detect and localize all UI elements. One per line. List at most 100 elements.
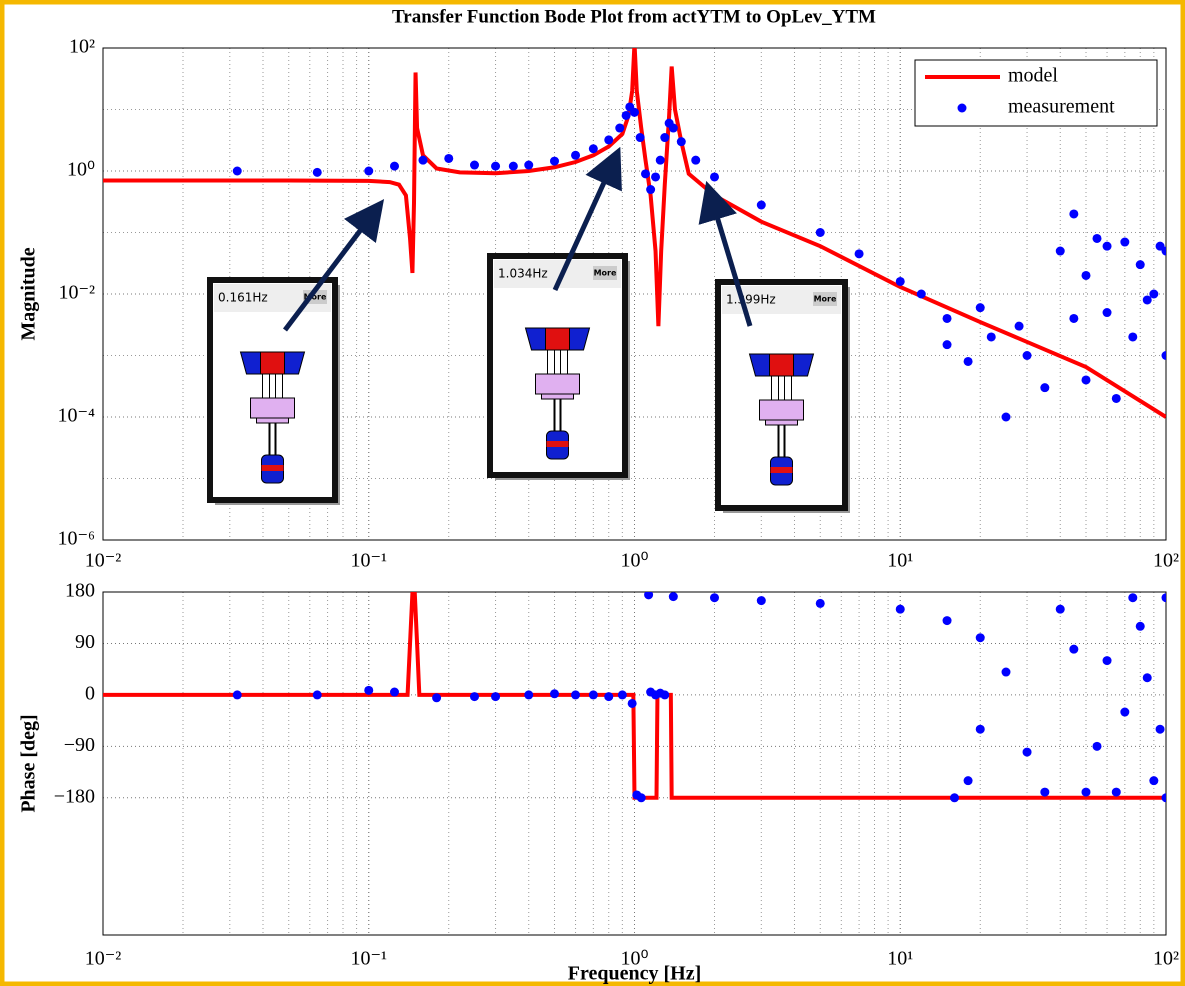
measurement-point	[571, 150, 581, 160]
more-button[interactable]	[813, 292, 837, 306]
measurement-point	[975, 633, 985, 643]
measurement-point	[635, 133, 645, 143]
measurement-point	[491, 692, 501, 702]
y-tick-label: 10⁰	[67, 159, 95, 181]
measurement-point	[312, 167, 322, 177]
measurement-point	[986, 332, 996, 342]
measurement-point	[660, 133, 670, 143]
measurement-point	[1161, 593, 1166, 603]
measurement-point	[364, 685, 374, 695]
pendulum-band	[261, 465, 284, 471]
measurement-point	[1111, 393, 1121, 403]
measurement-point	[1120, 237, 1130, 247]
axes-frame	[102, 591, 1167, 936]
measurement-point	[390, 161, 400, 171]
measurement-point	[949, 793, 959, 803]
measurement-point	[1155, 724, 1165, 734]
y-tick-label: 90	[75, 631, 95, 653]
measurement-point	[942, 616, 952, 626]
x-tick-label: 10⁰	[620, 948, 648, 970]
pendulum-mass	[250, 397, 295, 419]
y-tick-label: 180	[65, 580, 95, 602]
measurement-point	[1081, 270, 1091, 280]
measurement-point	[232, 166, 242, 176]
x-tick-label: 10⁻¹	[350, 550, 387, 572]
measurement-point	[630, 107, 639, 117]
measurement-point	[1069, 644, 1079, 654]
annotation-arrow	[698, 180, 753, 327]
measurement-point	[1102, 308, 1112, 318]
x-tick-label: 10⁻²	[85, 550, 122, 572]
x-tick-label: 10¹	[887, 550, 913, 572]
measurement-point	[1111, 787, 1121, 797]
series-group	[103, 592, 1166, 803]
measurement-point	[1014, 321, 1024, 331]
measurement-point	[1142, 295, 1152, 305]
measurement-point	[1149, 776, 1159, 786]
measurement-point	[1161, 351, 1166, 360]
pendulum-mass	[759, 399, 804, 421]
measurement-point	[627, 698, 637, 708]
measurement-point	[668, 592, 678, 602]
y-axis-label: Phase [deg]	[18, 714, 40, 812]
measurement-point	[942, 313, 952, 323]
measurement-point	[895, 604, 905, 614]
measurement-point	[604, 135, 614, 145]
measurement-point	[1128, 332, 1138, 342]
more-button-label: More	[594, 269, 617, 278]
measurement-point	[756, 200, 766, 210]
x-tick-label: 10⁻²	[85, 948, 122, 970]
pendulum-top-stripe	[769, 353, 794, 377]
measurement-point	[655, 155, 665, 165]
measurement-point	[676, 137, 686, 147]
measurement-point	[491, 161, 501, 171]
measurement-point	[571, 690, 581, 700]
inset-label: 1.399Hz	[726, 293, 776, 307]
measurement-point	[617, 690, 627, 700]
measurement-point	[444, 153, 454, 163]
measurement-point	[588, 144, 598, 154]
measurement-point	[641, 169, 651, 179]
measurement-point	[1069, 209, 1079, 219]
measurement-point	[975, 303, 985, 313]
measurement-point	[1069, 313, 1079, 323]
legend-box	[914, 59, 1158, 127]
measurement-point	[668, 123, 678, 133]
legend-swatch	[957, 103, 967, 113]
measurement-point	[1102, 241, 1112, 251]
y-axis-label: Magnitude	[18, 247, 40, 340]
measurement-point	[604, 692, 614, 702]
measurement-point	[1055, 604, 1065, 614]
measurement-point	[1040, 787, 1050, 797]
x-tick-label: 10⁰	[620, 550, 648, 572]
x-tick-label: 10²	[1153, 550, 1179, 572]
y-tick-label: 10⁻⁶	[57, 528, 95, 550]
measurement-point	[1001, 412, 1011, 422]
measurement-point	[975, 724, 985, 734]
legend-label: measurement	[1008, 96, 1115, 118]
measurement-point	[588, 690, 598, 700]
measurement-point	[815, 598, 825, 608]
measurement-point	[1135, 260, 1145, 270]
pendulum-band	[770, 467, 793, 473]
measurement-point	[1001, 667, 1011, 677]
measurement-point	[1135, 621, 1145, 631]
measurement-point	[1081, 787, 1091, 797]
measurement-point	[470, 692, 480, 702]
annotation-arrow	[283, 199, 385, 332]
measurement-point	[470, 160, 480, 170]
measurement-point	[651, 172, 661, 182]
measurement-point	[854, 249, 864, 259]
measurement-point	[1128, 593, 1138, 603]
pendulum-mass	[535, 373, 580, 395]
measurement-point	[1092, 741, 1102, 751]
measurement-point	[615, 123, 625, 133]
measurement-point	[390, 687, 400, 697]
measurement-point	[1142, 673, 1152, 683]
more-button-label: More	[814, 295, 837, 304]
more-button[interactable]	[593, 266, 617, 280]
y-tick-label: 10²	[69, 36, 95, 58]
x-tick-label: 10²	[1153, 948, 1179, 970]
measurement-point	[709, 172, 719, 182]
